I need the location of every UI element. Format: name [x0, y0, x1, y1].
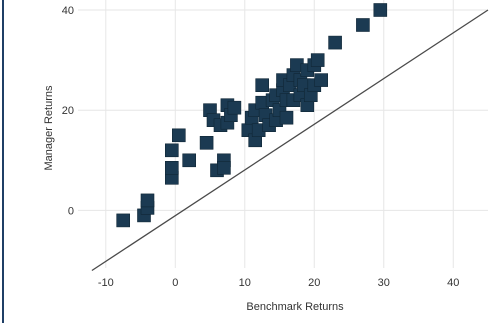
data-point: [116, 213, 130, 228]
y-tick-label: 20: [62, 105, 74, 117]
data-point: [310, 53, 325, 67]
y-tick-labels: 0 20 40: [62, 5, 74, 217]
data-point: [279, 110, 294, 125]
data-point: [165, 143, 179, 158]
reference-line: [91, 9, 489, 272]
x-tick-label: -10: [98, 277, 114, 289]
x-tick-label: 10: [239, 277, 251, 289]
y-tick-label: 0: [68, 205, 74, 217]
data-point: [199, 136, 214, 150]
x-tick-label: 0: [172, 277, 178, 289]
data-point: [182, 153, 196, 168]
left-border-rule: [2, 0, 4, 323]
data-point: [328, 35, 342, 50]
data-point: [227, 100, 242, 115]
data-point: [314, 73, 329, 87]
grid-lines: [78, 0, 488, 268]
data-points: [116, 3, 388, 228]
x-tick-label: 20: [308, 277, 320, 289]
x-axis-title: Benchmark Returns: [246, 301, 344, 313]
data-point: [165, 161, 179, 175]
y-tick-label: 40: [62, 5, 74, 17]
data-point: [356, 18, 370, 32]
x-tick-label: 40: [447, 277, 459, 289]
data-point: [140, 193, 155, 208]
data-point: [172, 128, 186, 143]
data-point: [255, 78, 269, 92]
x-tick-label: 30: [378, 277, 390, 289]
x-tick-labels: -10 0 10 20 30 40: [98, 277, 460, 289]
y-axis-title: Manager Returns: [43, 85, 55, 170]
data-point: [373, 3, 388, 17]
data-point: [217, 161, 231, 175]
